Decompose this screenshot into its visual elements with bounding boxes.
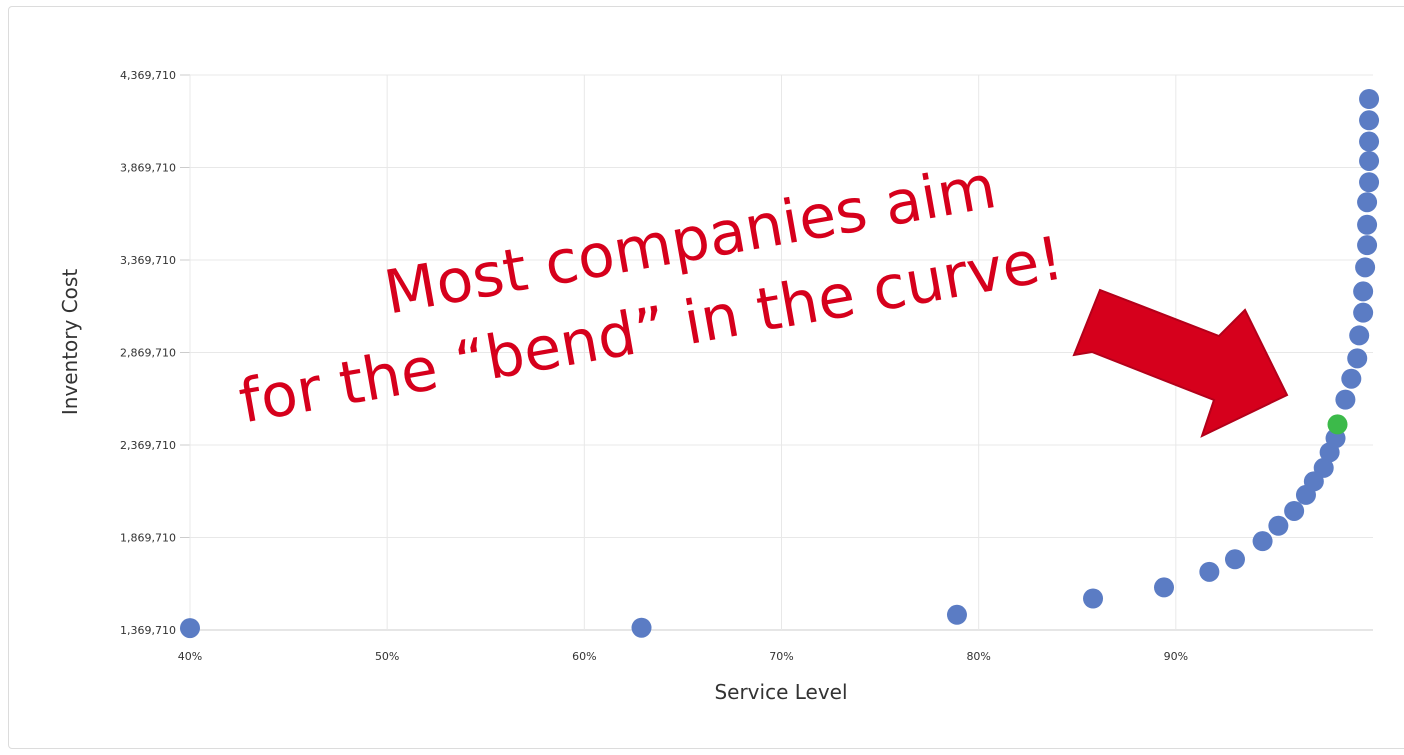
data-point[interactable] (180, 618, 200, 639)
data-point[interactable] (946, 604, 967, 625)
highlighted-data-point[interactable] (1327, 414, 1348, 435)
x-tick-label: 80% (966, 650, 990, 663)
data-point[interactable] (1341, 368, 1362, 389)
y-tick-label: 1,869,710 (120, 532, 176, 545)
data-point[interactable] (1199, 561, 1220, 582)
data-point[interactable] (1284, 500, 1305, 521)
data-point[interactable] (1357, 192, 1378, 213)
data-point[interactable] (1359, 88, 1380, 109)
data-point[interactable] (1357, 214, 1378, 235)
data-point[interactable] (1313, 457, 1334, 478)
x-axis-ticks: 40% 50% 60% 70% 80% 90% (178, 650, 1188, 663)
y-axis-title: Inventory Cost (58, 269, 82, 416)
x-tick-label: 70% (769, 650, 793, 663)
data-point[interactable] (1353, 281, 1374, 302)
y-tick-label: 2,369,710 (120, 439, 176, 452)
data-point[interactable] (1347, 348, 1368, 369)
y-tick-label: 2,869,710 (120, 347, 176, 360)
y-axis-ticks: 1,369,710 1,869,710 2,369,710 2,869,710 3,36… (120, 69, 176, 637)
data-point[interactable] (1224, 549, 1245, 570)
x-tick-label: 90% (1164, 650, 1188, 663)
y-tick-label: 3,369,710 (120, 254, 176, 267)
y-tick-label: 4,369,710 (120, 69, 176, 82)
data-point[interactable] (1359, 131, 1380, 152)
data-point[interactable] (1349, 325, 1370, 346)
y-tick-label: 1,369,710 (120, 624, 176, 637)
x-tick-label: 40% (178, 650, 202, 663)
data-point[interactable] (1252, 531, 1273, 552)
data-point[interactable] (1359, 172, 1380, 193)
data-point[interactable] (1355, 257, 1376, 278)
x-tick-label: 60% (572, 650, 596, 663)
data-point[interactable] (1353, 302, 1374, 323)
data-points (180, 88, 1380, 639)
data-point[interactable] (1083, 588, 1104, 609)
data-point[interactable] (1359, 110, 1380, 131)
arrow-annotation (1072, 288, 1289, 438)
data-point[interactable] (1359, 150, 1380, 171)
data-point[interactable] (1357, 235, 1378, 256)
y-tick-label: 3,869,710 (120, 162, 176, 175)
x-axis-title: Service Level (714, 680, 847, 704)
data-point[interactable] (1154, 577, 1175, 598)
gridlines (180, 74, 1373, 631)
x-tick-label: 50% (375, 650, 399, 663)
data-point[interactable] (631, 617, 652, 638)
data-point[interactable] (1268, 515, 1289, 536)
data-point[interactable] (1335, 389, 1356, 410)
